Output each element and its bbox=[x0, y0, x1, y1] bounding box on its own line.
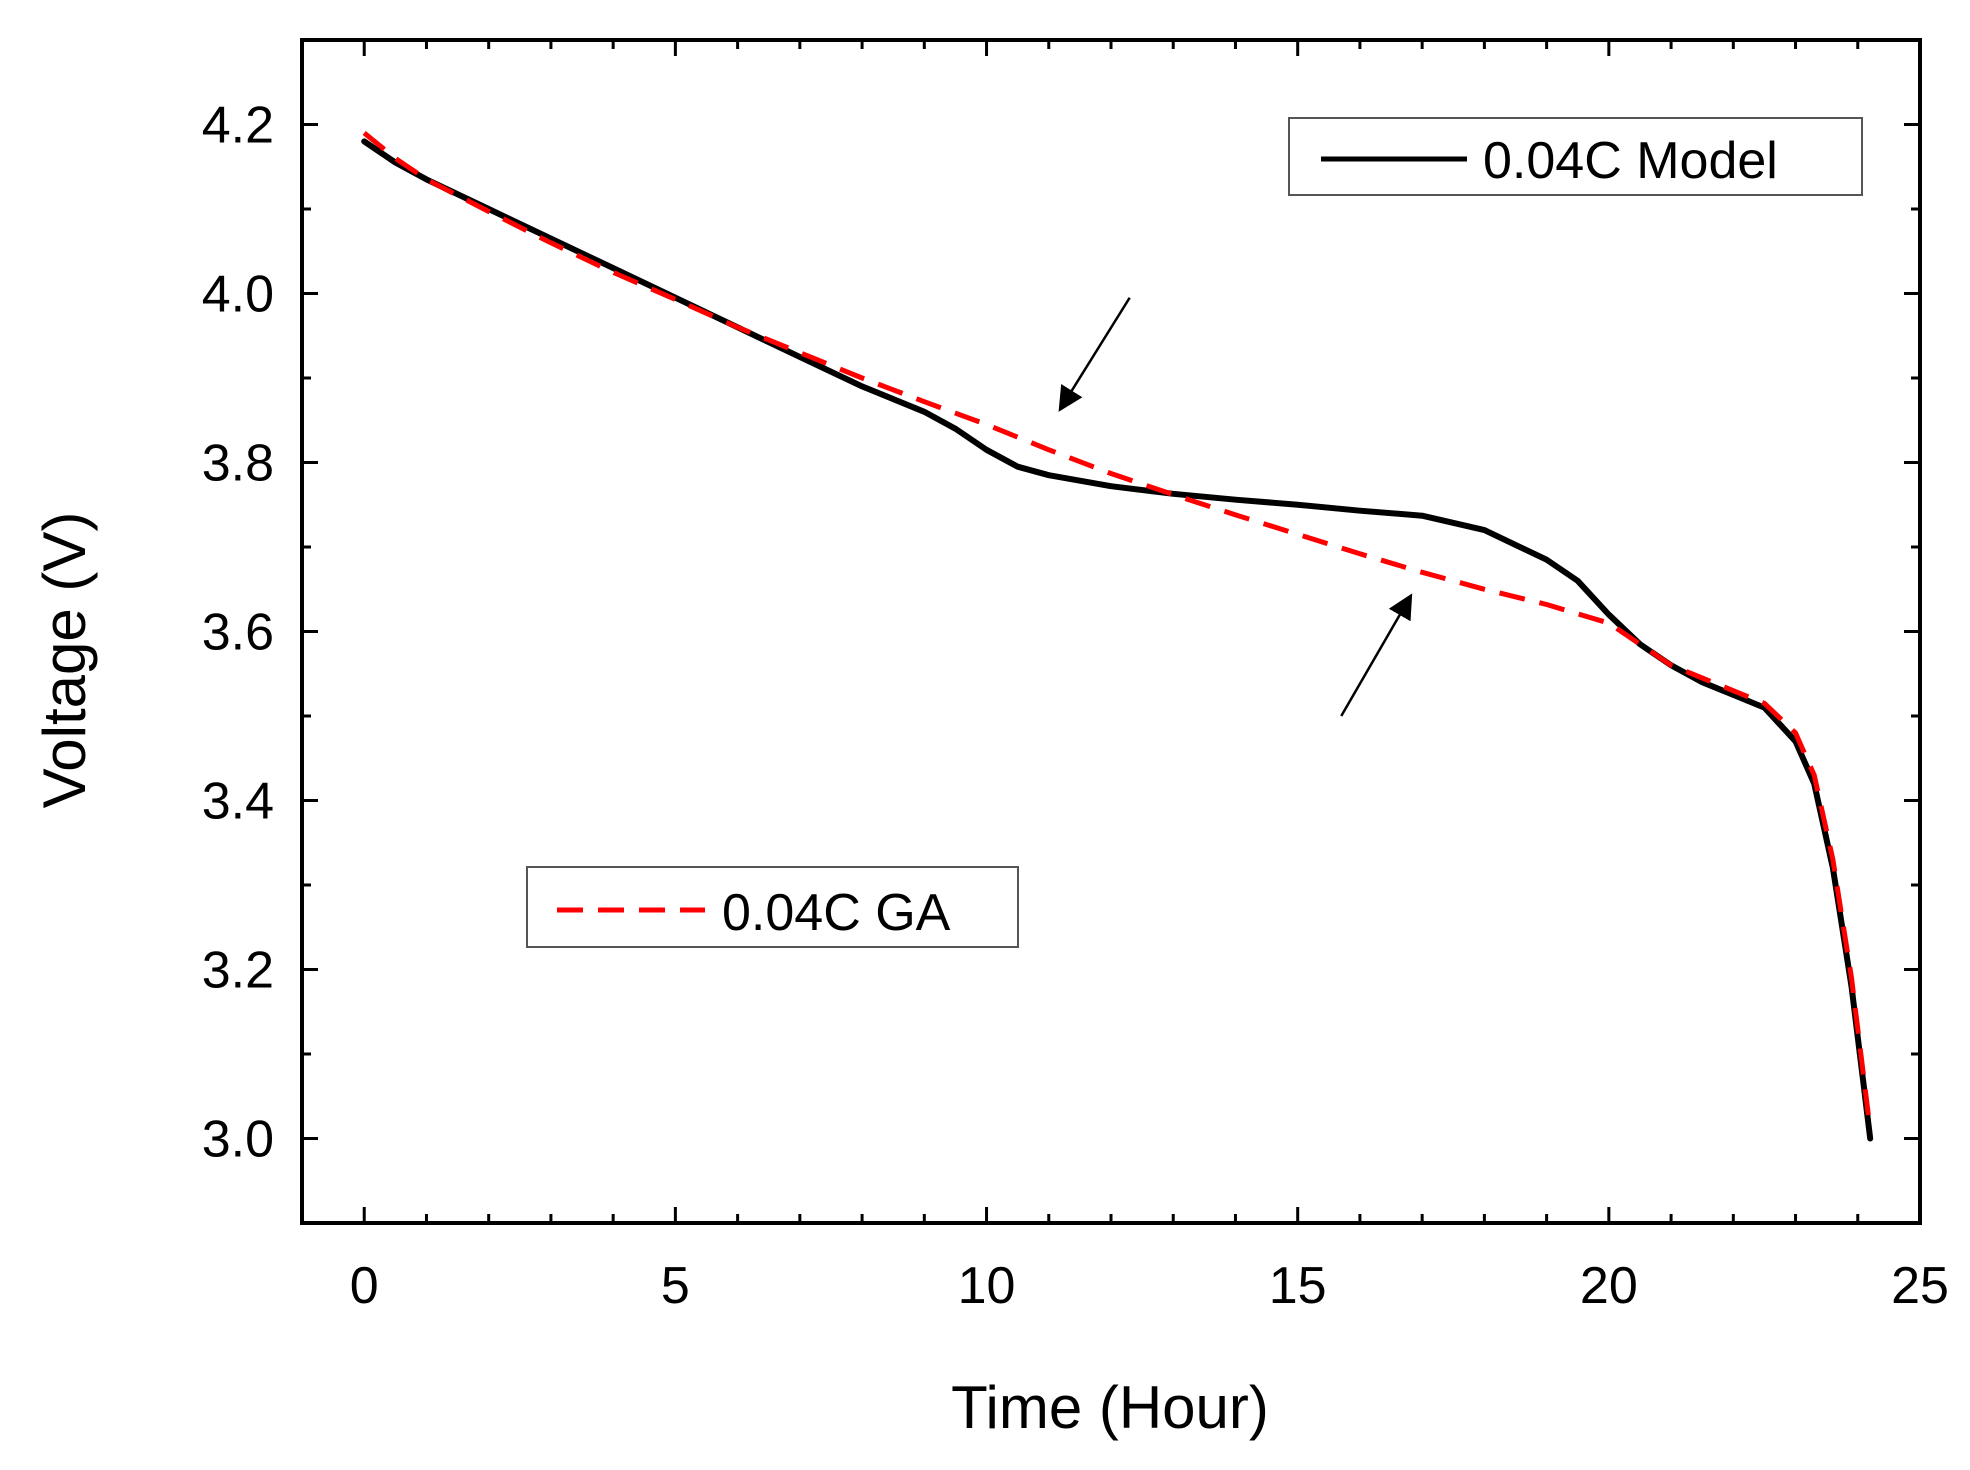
legend-ga-box bbox=[526, 866, 1019, 948]
plot-frame bbox=[300, 38, 1922, 1225]
x-tick-label: 5 bbox=[661, 1257, 690, 1315]
legend-ga-label: 0.04C GA bbox=[722, 884, 951, 942]
y-tick-label: 3.6 bbox=[202, 604, 274, 662]
y-tick-label: 4.0 bbox=[202, 266, 274, 324]
x-tick-label: 15 bbox=[1269, 1257, 1327, 1315]
x-tick-label: 10 bbox=[958, 1257, 1016, 1315]
legend-ga: 0.04C GA bbox=[526, 866, 1019, 948]
y-tick-label: 3.2 bbox=[202, 942, 274, 1000]
series-line-ga bbox=[362, 130, 1873, 1131]
y-tick-label: 3.0 bbox=[202, 1111, 274, 1169]
annotation-arrow bbox=[1058, 297, 1131, 412]
y-axis-title: Voltage (V) bbox=[31, 512, 98, 809]
y-tick-label: 3.8 bbox=[202, 435, 274, 493]
x-tick-label: 25 bbox=[1891, 1257, 1949, 1315]
x-tick-label: 0 bbox=[350, 1257, 379, 1315]
series-line-model bbox=[361, 138, 1874, 1142]
x-tick-label: 20 bbox=[1580, 1257, 1638, 1315]
y-tick-label: 3.4 bbox=[202, 773, 274, 831]
x-axis-title: Time (Hour) bbox=[951, 1374, 1269, 1441]
legend-model-label: 0.04C Model bbox=[1483, 132, 1778, 190]
annotation-arrow bbox=[1340, 593, 1413, 717]
y-tick-label: 4.2 bbox=[202, 97, 274, 155]
legend-model: 0.04C Model bbox=[1288, 117, 1863, 196]
